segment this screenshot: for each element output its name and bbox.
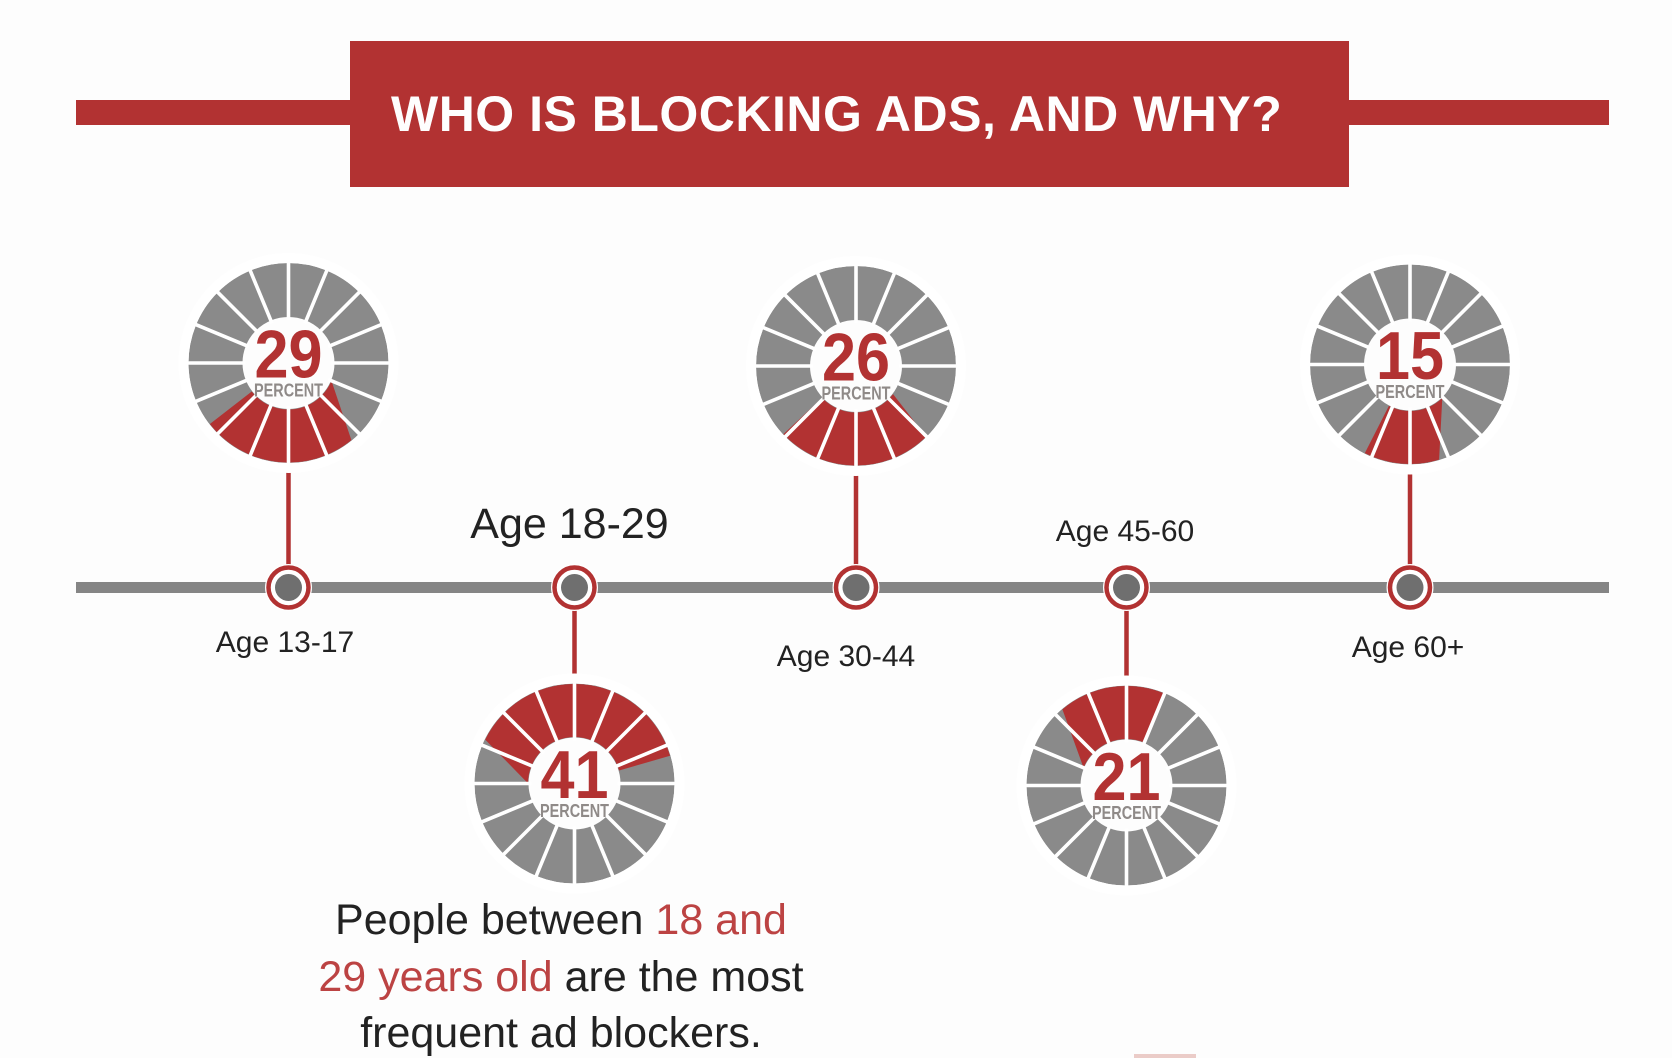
svg-text:15: 15	[1376, 318, 1444, 394]
svg-text:PERCENT: PERCENT	[254, 380, 324, 401]
svg-text:frequent ad blockers.: frequent ad blockers.	[360, 1009, 762, 1057]
svg-text:29 years old are the most: 29 years old are the most	[318, 953, 803, 1001]
svg-text:21: 21	[1093, 739, 1161, 815]
svg-text:Age 45-60: Age 45-60	[1056, 515, 1194, 548]
svg-text:41: 41	[541, 737, 609, 813]
svg-text:Age 30-44: Age 30-44	[777, 640, 915, 673]
svg-text:29: 29	[255, 317, 323, 393]
svg-text:Age 13-17: Age 13-17	[216, 626, 354, 659]
svg-text:PERCENT: PERCENT	[822, 383, 892, 404]
svg-text:WHO IS BLOCKING ADS, AND WHY?: WHO IS BLOCKING ADS, AND WHY?	[391, 86, 1282, 142]
svg-text:Age 18-29: Age 18-29	[470, 500, 668, 548]
svg-text:PERCENT: PERCENT	[1092, 802, 1162, 823]
svg-text:PERCENT: PERCENT	[1376, 381, 1446, 402]
svg-text:People between 18 and: People between 18 and	[335, 896, 787, 944]
svg-text:26: 26	[822, 320, 890, 396]
svg-text:PERCENT: PERCENT	[540, 800, 610, 821]
svg-text:Age 60+: Age 60+	[1352, 631, 1465, 664]
